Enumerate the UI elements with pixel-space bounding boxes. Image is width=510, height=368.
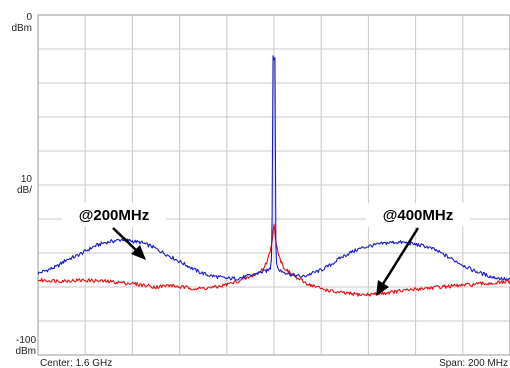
callout-400-bg [366, 203, 470, 227]
y-tick-mid: 10 dB/ [17, 174, 32, 196]
y-tick-mid-unit: dB/ [17, 185, 32, 196]
y-tick-top-value: 0 [26, 12, 32, 23]
callout-400-arrowhead [376, 280, 389, 296]
traces [37, 55, 510, 297]
callout-200-arrow [112, 227, 139, 253]
y-tick-bottom: -100 dBm [15, 335, 36, 357]
callout-200: @200MHz [62, 203, 166, 260]
callout-400-arrow [381, 227, 420, 285]
y-tick-mid-value: 10 [21, 174, 33, 185]
callout-200-label: @200MHz [79, 207, 149, 224]
callout-400-label: @400MHz [383, 207, 453, 224]
footer-span-label: Span: 200 MHz [439, 358, 508, 368]
grid-lines [38, 15, 510, 355]
footer-center-label: Center: 1.6 GHz [40, 358, 112, 368]
y-tick-bottom-value: -100 [16, 335, 36, 346]
y-tick-top: 0 dBm [11, 12, 32, 34]
callout-200-bg [62, 203, 166, 227]
y-tick-bottom-unit: dBm [15, 346, 36, 357]
blue-trace [37, 55, 510, 281]
y-tick-top-unit: dBm [11, 23, 32, 34]
callout-200-arrowhead [131, 245, 146, 260]
red-trace [37, 223, 510, 297]
callout-400: @400MHz [366, 203, 470, 296]
